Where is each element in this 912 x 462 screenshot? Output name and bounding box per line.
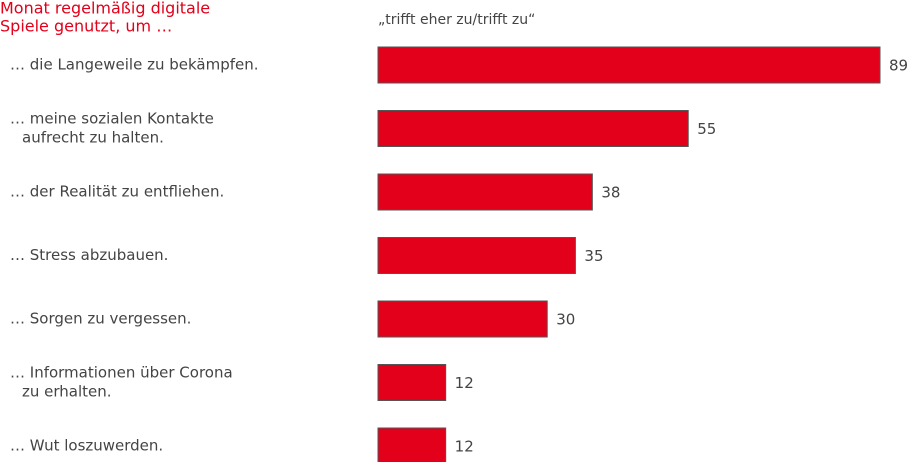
category-label: … Wut loszuwerden. (10, 437, 163, 455)
category-label: … die Langeweile zu bekämpfen. (10, 56, 259, 74)
value-label: 89 (889, 57, 908, 75)
chart-subtitle: „trifft eher zu/trifft zu“ (378, 12, 535, 28)
value-label: 30 (556, 311, 575, 329)
bar (377, 110, 689, 147)
category-label: … der Realität zu entfliehen. (10, 183, 224, 201)
category-label: zu erhalten. (22, 383, 112, 401)
category-label: … Sorgen zu vergessen. (10, 310, 191, 328)
value-label: 38 (601, 184, 620, 202)
bar (377, 300, 548, 338)
category-label: … meine sozialen Kontakte (10, 110, 214, 128)
category-label: … Informationen über Corona (10, 364, 233, 382)
bar (377, 364, 447, 401)
chart-title: Monat regelmäßig digitale (0, 0, 210, 18)
value-label: 55 (697, 120, 716, 138)
value-label: 12 (455, 438, 474, 456)
value-label: 35 (584, 247, 603, 265)
value-label: 12 (455, 374, 474, 392)
chart-title: Spiele genutzt, um … (0, 17, 172, 36)
category-label: … Stress abzubauen. (10, 246, 168, 264)
bar (377, 173, 593, 211)
bar (377, 46, 881, 84)
bar (377, 427, 447, 462)
bar (377, 237, 576, 274)
category-label: aufrecht zu halten. (22, 129, 164, 147)
